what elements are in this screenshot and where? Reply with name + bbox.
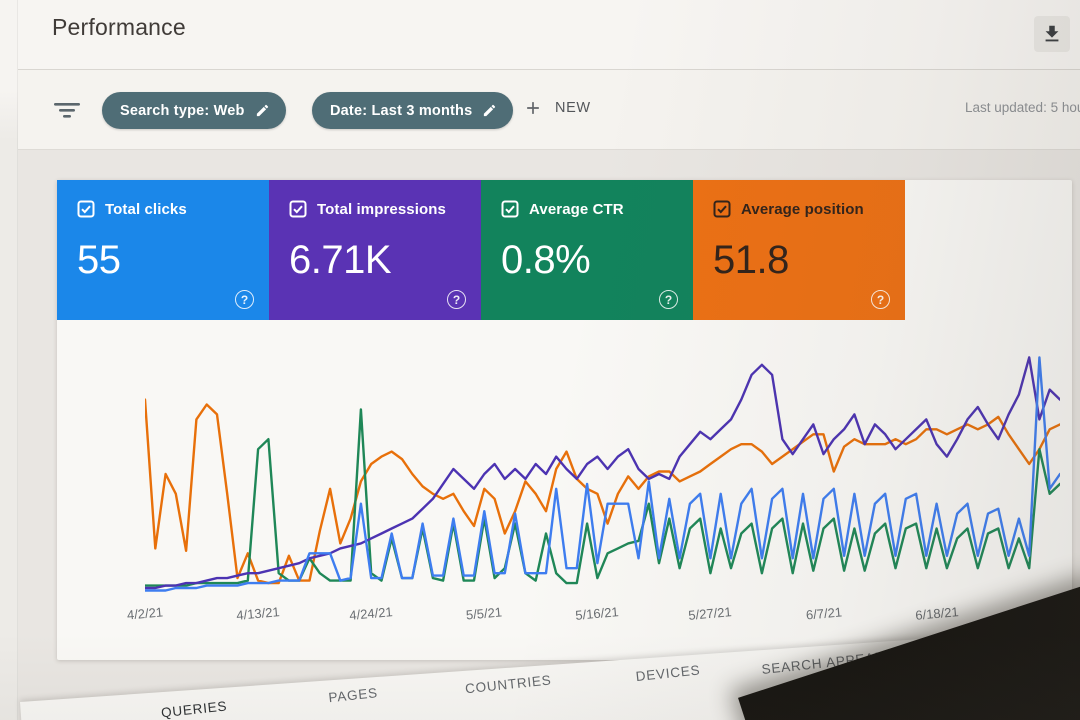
tab-devices[interactable]: DEVICES [634,662,702,685]
tab-queries[interactable]: QUERIES [160,698,228,720]
performance-card: Total clicks 55 ? Total impressions 6.71… [57,180,1072,660]
download-icon [1045,25,1059,42]
tile-value: 55 [77,238,121,282]
filter-bar: Search type: Web Date: Last 3 months NEW… [18,70,1080,150]
page-title: Performance [52,14,186,40]
x-tick-label: 6/7/21 [804,604,843,623]
x-tick-label: 4/13/21 [235,604,281,623]
sort-icon[interactable] [54,102,81,119]
series-total-clicks [145,356,1060,592]
tile-total-clicks[interactable]: Total clicks 55 ? [57,180,269,320]
plus-icon [527,102,539,114]
date-range-chip[interactable]: Date: Last 3 months [312,92,514,129]
date-range-chip-label: Date: Last 3 months [330,102,473,119]
tab-countries[interactable]: COUNTRIES [464,672,553,697]
metric-tiles: Total clicks 55 ? Total impressions 6.71… [57,180,905,320]
x-tick-label: 5/5/21 [465,604,503,623]
export-button[interactable] [1034,16,1070,52]
checkbox-icon[interactable] [501,200,519,218]
x-tick-label: 6/18/21 [914,604,959,623]
series-total-impressions [145,356,1060,590]
performance-chart [145,356,1060,592]
search-type-chip[interactable]: Search type: Web [102,92,286,129]
header: Performance [18,0,1080,70]
tile-label: Average CTR [529,200,624,218]
x-tick-label: 4/24/21 [348,604,394,623]
search-type-chip-label: Search type: Web [120,102,245,119]
screen-left-edge [0,0,18,720]
help-icon[interactable]: ? [235,290,254,309]
tile-label: Total impressions [317,200,446,218]
series-average-ctr [145,408,1060,587]
tile-value: 0.8% [501,238,591,282]
last-updated-text: Last updated: 5 hour [965,100,1080,115]
edit-pencil-icon[interactable] [255,103,270,118]
x-tick-label: 5/16/21 [575,604,620,623]
tile-value: 51.8 [713,238,789,282]
tab-pages[interactable]: PAGES [327,685,379,706]
edit-pencil-icon[interactable] [482,103,497,118]
new-filter-label: NEW [555,100,591,116]
tile-label: Average position [741,200,864,218]
tile-average-ctr[interactable]: Average CTR 0.8% ? [481,180,693,320]
x-axis-labels: 4/2/21 4/13/21 4/24/21 5/5/21 5/16/21 5/27/21… [126,602,1072,632]
x-tick-label: 4/2/21 [126,604,164,623]
tile-label: Total clicks [105,200,187,218]
help-icon[interactable]: ? [659,290,678,309]
help-icon[interactable]: ? [871,290,890,309]
checkbox-icon[interactable] [77,200,95,218]
checkbox-icon[interactable] [713,200,731,218]
tile-total-impressions[interactable]: Total impressions 6.71K ? [269,180,481,320]
series-average-position [145,398,1060,585]
tile-value: 6.71K [289,238,392,282]
tile-average-position[interactable]: Average position 51.8 ? [693,180,905,320]
new-filter-button[interactable]: NEW [523,98,591,118]
checkbox-icon[interactable] [289,200,307,218]
help-icon[interactable]: ? [447,290,466,309]
x-tick-label: 5/27/21 [688,604,733,623]
